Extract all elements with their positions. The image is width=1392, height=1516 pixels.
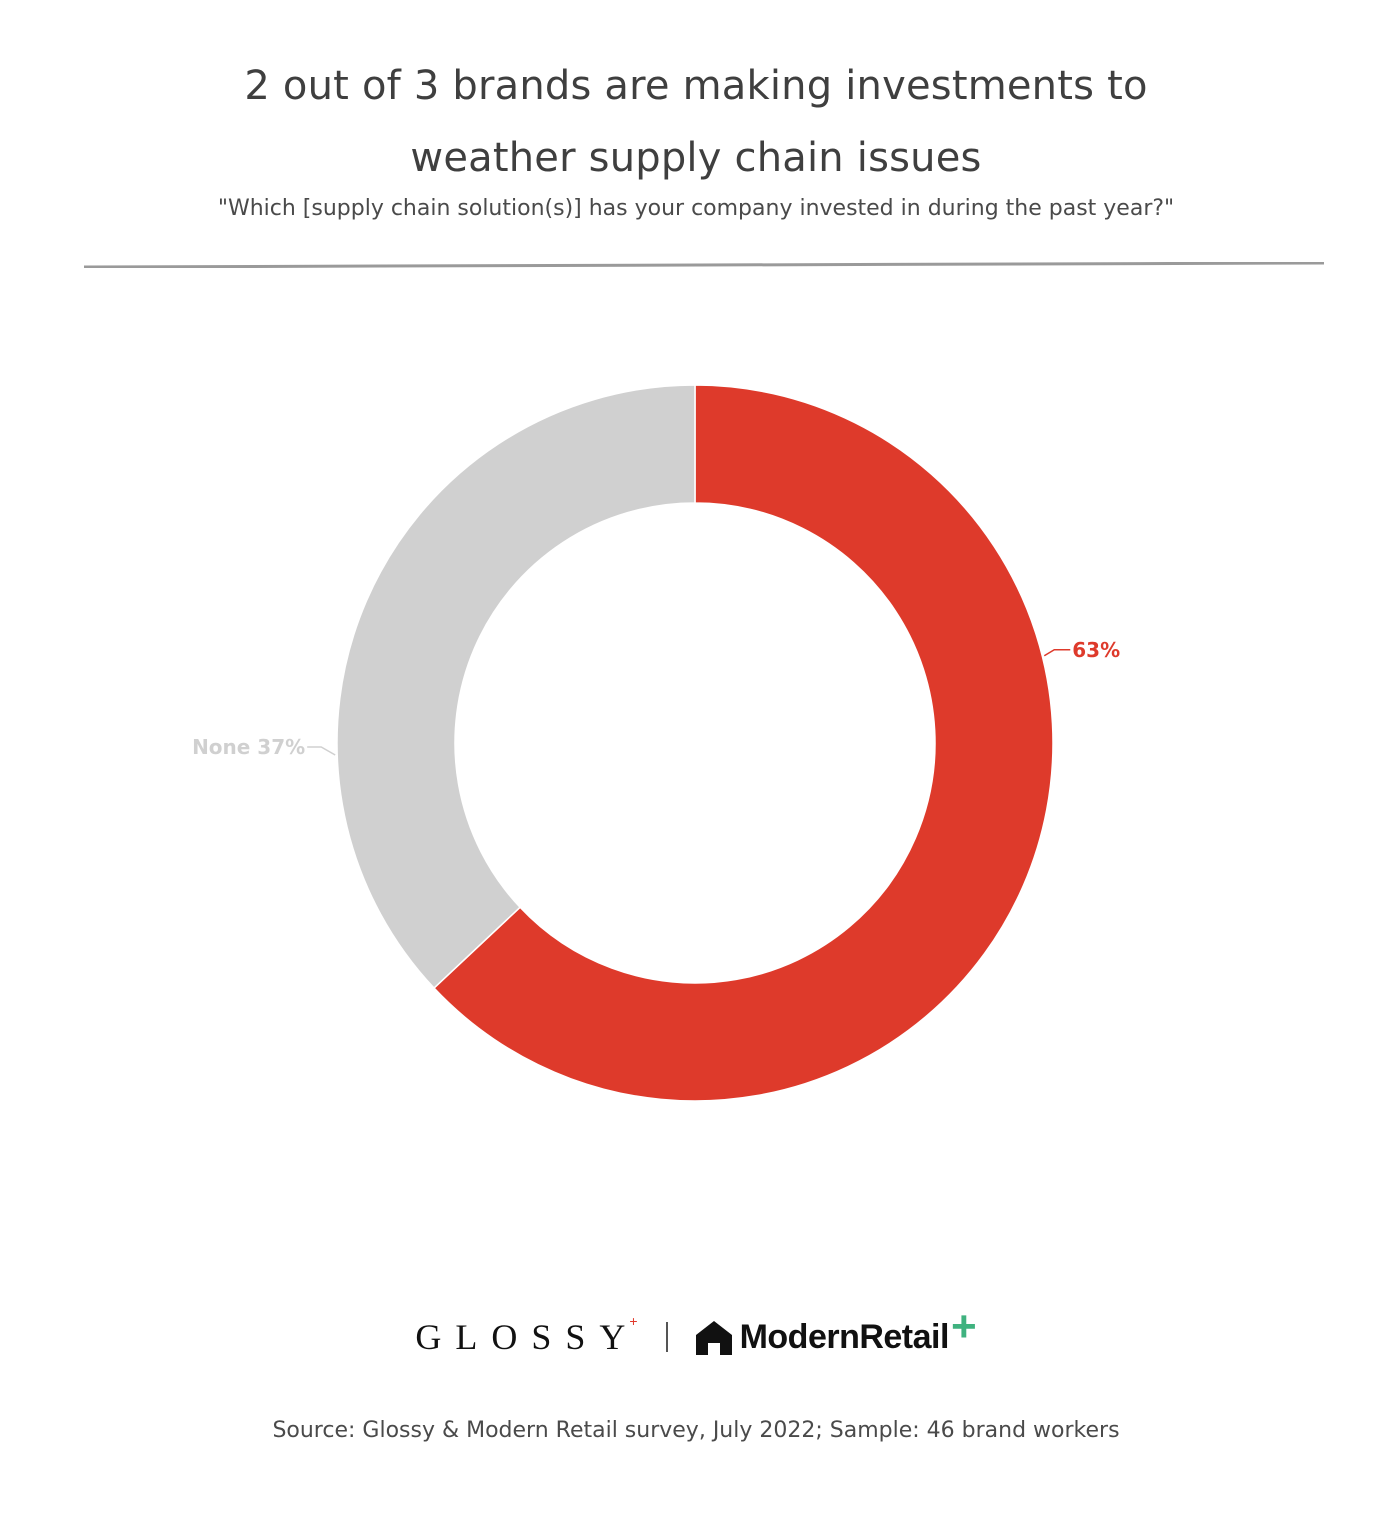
slice-label: 63% [1072,638,1120,662]
donut-labels: 63% None 37% [192,638,1120,759]
glossy-logo: GLOSSY [415,1317,640,1357]
donut-slice-none [336,384,696,990]
chart-title: 2 out of 3 brands are making investments… [0,50,1392,194]
modern-retail-logo: ModernRetail [739,1317,950,1356]
logo-bar: GLOSSY + ModernRetail + [0,1302,1392,1362]
donut-slices [336,384,1054,1102]
chart-title-line-1: 2 out of 3 brands are making investments… [244,63,1148,109]
source-note: Source: Glossy & Modern Retail survey, J… [272,1418,1120,1443]
chart-subtitle: "Which [supply chain solution(s)] has yo… [217,196,1175,221]
glossy-plus-mark: + [629,1313,638,1329]
slice-label: None 37% [192,735,305,759]
modern-retail-plus-mark: + [950,1302,977,1351]
label-leader-line [1043,649,1071,657]
title-divider [84,262,1324,268]
logo-separator [665,1322,668,1352]
donut-slice-invested [432,384,1054,1102]
modern-retail-house-icon [695,1321,732,1355]
label-leader-line [307,746,336,756]
chart-title-line-2: weather supply chain issues [410,135,982,181]
